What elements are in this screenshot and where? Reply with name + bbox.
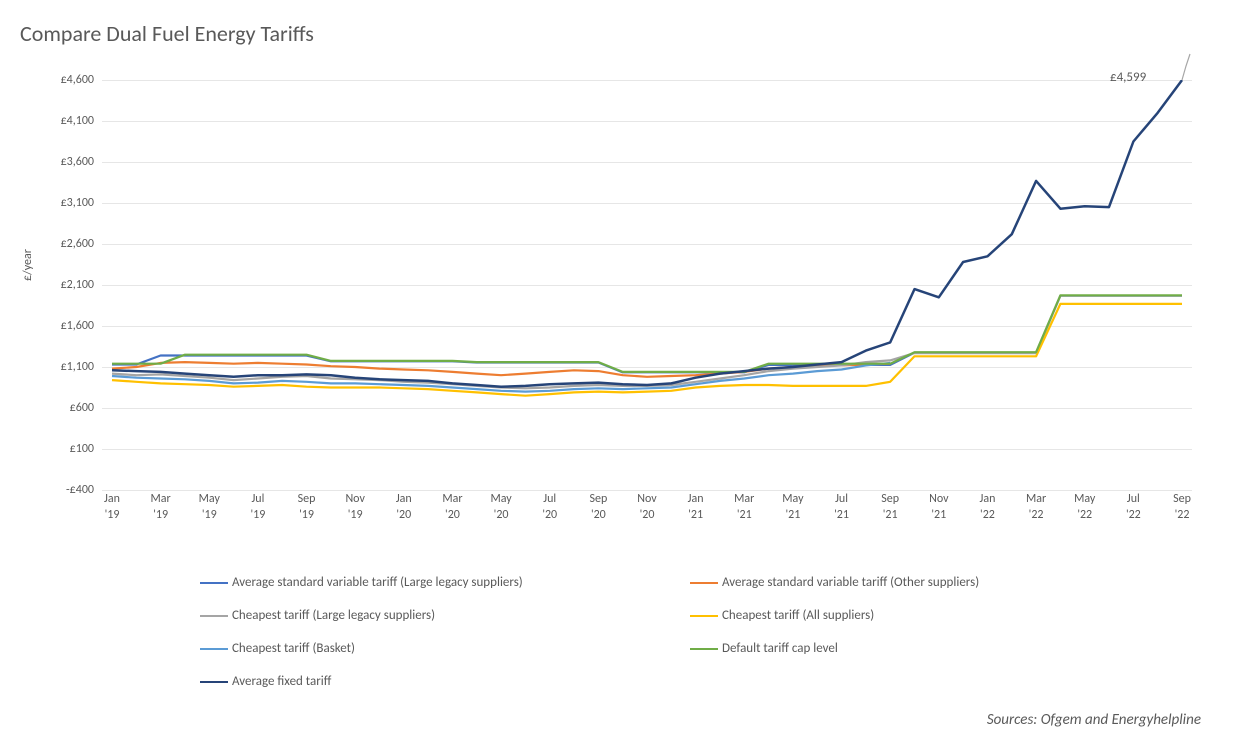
legend-label: Cheapest tariff (All suppliers)	[722, 608, 874, 623]
x-tick-label: Sep'20	[578, 492, 618, 523]
legend-swatch	[200, 615, 228, 617]
legend-swatch	[200, 582, 228, 584]
annotation-label: £4,599	[1110, 70, 1146, 85]
y-tick-label: £4,600	[24, 73, 94, 87]
x-tick-label: Jul'21	[822, 492, 862, 523]
legend-swatch	[690, 615, 718, 617]
x-tick-label: Jul'20	[530, 492, 570, 523]
x-tick-label: Jan'22	[967, 492, 1007, 523]
legend-label: Default tariff cap level	[722, 641, 838, 656]
legend-swatch	[200, 681, 228, 683]
sources-text: Sources: Ofgem and Energyhelpline	[987, 711, 1201, 729]
end-annotation: £4,599	[1110, 70, 1146, 85]
legend-item: Average fixed tariff	[200, 674, 690, 689]
legend-item: Average standard variable tariff (Other …	[690, 575, 1180, 590]
legend-label: Cheapest tariff (Large legacy suppliers)	[232, 608, 435, 623]
y-tick-label: £1,600	[24, 319, 94, 333]
series-line	[112, 80, 1182, 387]
x-tick-label: Nov'21	[919, 492, 959, 523]
y-tick-label: £100	[24, 442, 94, 456]
chart-title: Compare Dual Fuel Energy Tariffs	[20, 20, 1213, 47]
legend-item: Cheapest tariff (Basket)	[200, 641, 690, 656]
x-tick-label: Mar'20	[432, 492, 472, 523]
x-tick-label: Jan'19	[92, 492, 132, 523]
x-tick-label: Mar'22	[1016, 492, 1056, 523]
y-axis-label: £/year	[21, 249, 35, 281]
x-tick-label: Jan'20	[384, 492, 424, 523]
x-tick-label: May'22	[1065, 492, 1105, 523]
annotation-leader	[1162, 52, 1202, 92]
chart-lines	[102, 80, 1192, 490]
legend-item: Default tariff cap level	[690, 641, 1180, 656]
y-tick-label: £2,600	[24, 237, 94, 251]
y-tick-label: £3,100	[24, 196, 94, 210]
x-tick-label: Nov'20	[627, 492, 667, 523]
gridline	[102, 490, 1192, 491]
series-line	[112, 295, 1182, 372]
legend-label: Cheapest tariff (Basket)	[232, 641, 355, 656]
plot-area: -£400£100£600£1,100£1,600£2,100£2,600£3,…	[102, 80, 1192, 491]
x-tick-label: Nov'19	[335, 492, 375, 523]
legend-swatch	[200, 648, 228, 650]
y-tick-label: £3,600	[24, 155, 94, 169]
x-tick-label: May'21	[773, 492, 813, 523]
y-tick-label: £600	[24, 401, 94, 415]
y-tick-label: £4,100	[24, 114, 94, 128]
legend-row: Average standard variable tariff (Large …	[200, 575, 1180, 590]
legend-label: Average standard variable tariff (Other …	[722, 575, 979, 590]
x-tick-label: May'19	[189, 492, 229, 523]
x-tick-label: May'20	[481, 492, 521, 523]
legend: Average standard variable tariff (Large …	[200, 575, 1180, 707]
legend-row: Cheapest tariff (Large legacy suppliers)…	[200, 608, 1180, 623]
x-tick-label: Sep'19	[287, 492, 327, 523]
legend-item: Cheapest tariff (Large legacy suppliers)	[200, 608, 690, 623]
series-line	[112, 296, 1182, 373]
legend-label: Average standard variable tariff (Large …	[232, 575, 523, 590]
x-tick-label: Mar'19	[141, 492, 181, 523]
legend-row: Average fixed tariff	[200, 674, 1180, 689]
x-tick-label: Jul'22	[1113, 492, 1153, 523]
legend-swatch	[690, 582, 718, 584]
legend-item: Average standard variable tariff (Large …	[200, 575, 690, 590]
legend-row: Cheapest tariff (Basket) Default tariff c…	[200, 641, 1180, 656]
x-tick-label: Sep'21	[870, 492, 910, 523]
x-tick-label: Jul'19	[238, 492, 278, 523]
legend-label: Average fixed tariff	[232, 674, 331, 689]
y-tick-label: £2,100	[24, 278, 94, 292]
x-tick-label: Sep'22	[1162, 492, 1202, 523]
legend-swatch	[690, 648, 718, 650]
x-tick-label: Mar'21	[724, 492, 764, 523]
y-tick-label: £1,100	[24, 360, 94, 374]
x-tick-label: Jan'21	[676, 492, 716, 523]
legend-item: Cheapest tariff (All suppliers)	[690, 608, 1180, 623]
y-tick-label: -£400	[24, 483, 94, 497]
chart-container: Compare Dual Fuel Energy Tariffs £/year …	[20, 20, 1213, 729]
